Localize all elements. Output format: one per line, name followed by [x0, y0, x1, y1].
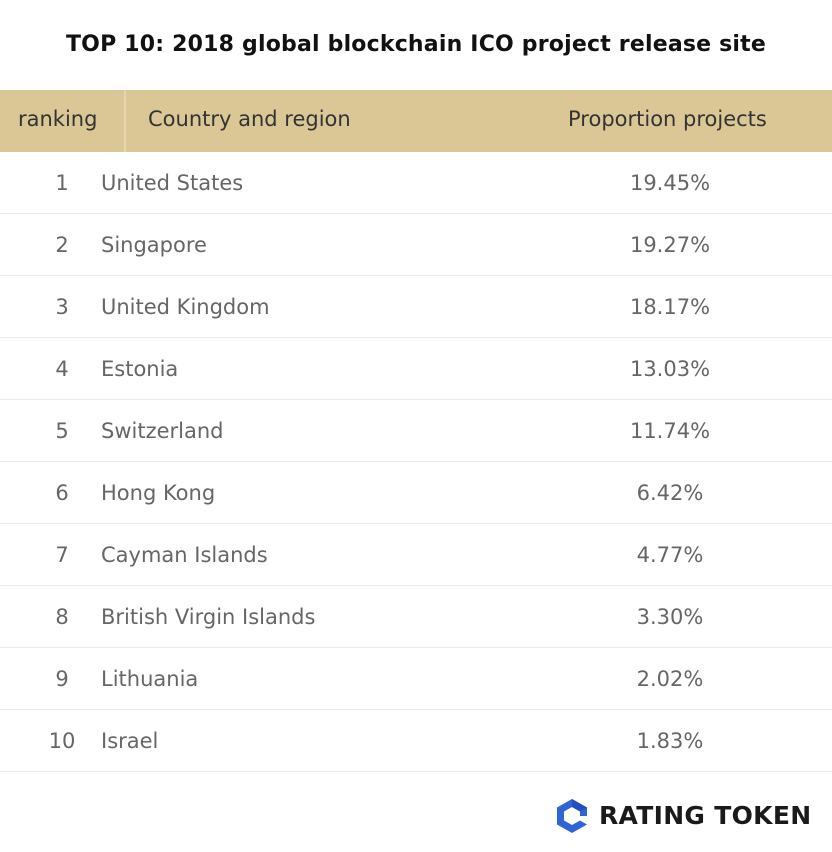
rank-cell: 10: [48, 729, 76, 753]
rank-cell: 3: [55, 295, 69, 319]
country-cell: Cayman Islands: [101, 543, 268, 567]
table-row: 9 Lithuania 2.02%: [0, 648, 832, 710]
proportion-cell: 3.30%: [636, 605, 704, 629]
table-row: 6 Hong Kong 6.42%: [0, 462, 832, 524]
proportion-cell: 2.02%: [636, 667, 704, 691]
proportion-cell: 18.17%: [629, 295, 711, 319]
country-cell: Lithuania: [101, 667, 199, 691]
country-cell: Switzerland: [101, 419, 224, 443]
rank-cell: 9: [55, 667, 69, 691]
country-cell: Hong Kong: [101, 481, 216, 505]
proportion-cell: 19.27%: [629, 233, 711, 257]
proportion-cell: 13.03%: [629, 357, 711, 381]
table-row: 7 Cayman Islands 4.77%: [0, 524, 832, 586]
table-body: 1 United States 19.45% 2 Singapore 19.27% 3 Uni…: [0, 152, 832, 772]
table-row: 2 Singapore 19.27%: [0, 214, 832, 276]
table-row: 8 British Virgin Islands 3.30%: [0, 586, 832, 648]
table-row: 5 Switzerland 11.74%: [0, 400, 832, 462]
rank-cell: 5: [55, 419, 69, 443]
country-cell: United States: [101, 171, 244, 195]
rank-cell: 7: [55, 543, 69, 567]
proportion-cell: 4.77%: [636, 543, 704, 567]
rank-cell: 4: [55, 357, 69, 381]
header-divider: [124, 90, 126, 152]
table-header: ranking Country and region Proportion pr…: [0, 90, 832, 152]
country-cell: Singapore: [101, 233, 207, 257]
header-country: Country and region: [148, 107, 351, 131]
proportion-cell: 6.42%: [636, 481, 704, 505]
country-cell: Estonia: [101, 357, 179, 381]
header-ranking: ranking: [18, 107, 98, 131]
proportion-cell: 19.45%: [629, 171, 711, 195]
rank-cell: 2: [55, 233, 69, 257]
rating-token-logo-icon: [557, 799, 587, 833]
table-row: 1 United States 19.45%: [0, 152, 832, 214]
table-row: 3 United Kingdom 18.17%: [0, 276, 832, 338]
rating-token-logo: RATING TOKEN: [553, 795, 823, 837]
header-proportion: Proportion projects: [568, 107, 767, 131]
table-title: TOP 10: 2018 global blockchain ICO proje…: [65, 32, 767, 57]
table-row: 4 Estonia 13.03%: [0, 338, 832, 400]
country-cell: British Virgin Islands: [101, 605, 316, 629]
brand-name: RATING TOKEN: [599, 801, 812, 830]
rank-cell: 1: [55, 171, 69, 195]
proportion-cell: 1.83%: [636, 729, 704, 753]
rank-cell: 8: [55, 605, 69, 629]
country-cell: Israel: [101, 729, 159, 753]
country-cell: United Kingdom: [101, 295, 270, 319]
rank-cell: 6: [55, 481, 69, 505]
table-row: 10 Israel 1.83%: [0, 710, 832, 772]
proportion-cell: 11.74%: [629, 419, 711, 443]
